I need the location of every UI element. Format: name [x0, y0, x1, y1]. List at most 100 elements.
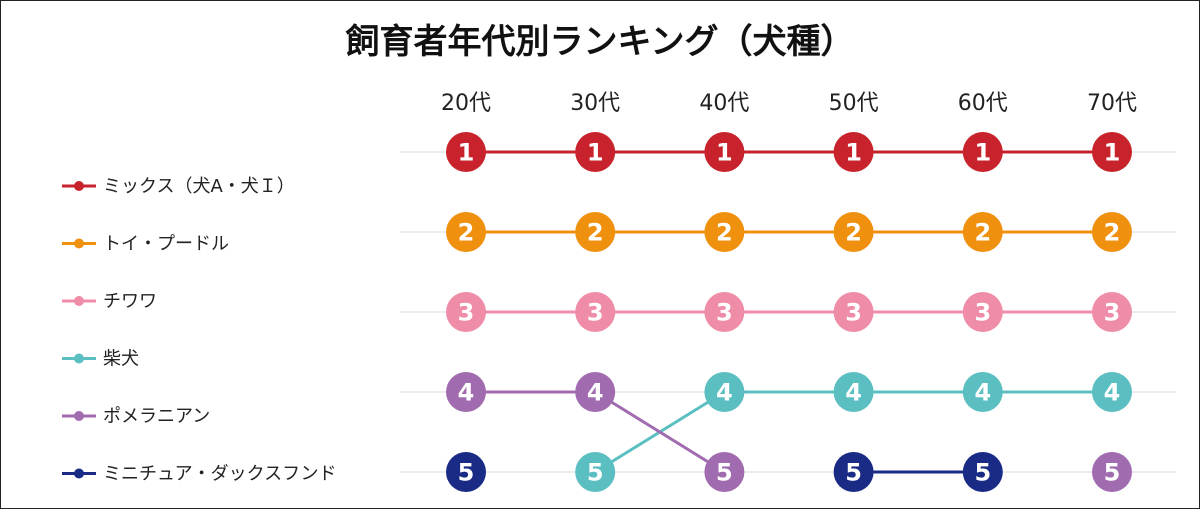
data-label: 5	[716, 459, 733, 487]
data-point-marker	[833, 452, 874, 492]
data-point: 1	[704, 132, 745, 172]
data-point: 4	[833, 372, 874, 412]
data-point: 2	[962, 212, 1003, 252]
data-point-marker	[1092, 212, 1132, 252]
legend-marker	[74, 411, 84, 421]
legend-label: 柴犬	[103, 349, 139, 370]
data-label: 1	[587, 139, 604, 167]
data-point: 3	[1092, 292, 1132, 332]
legend-label: ミニチュア・ダックスフンド	[103, 464, 336, 485]
legend-item: ポメラニアン	[62, 406, 210, 427]
data-point: 3	[962, 292, 1003, 332]
chart-title: 飼育者年代別ランキング（犬種）	[345, 22, 855, 62]
legend-marker	[74, 296, 84, 306]
data-point: 4	[575, 372, 616, 412]
data-point-marker	[704, 372, 745, 412]
data-point-marker	[575, 452, 616, 492]
x-tick-label: 50代	[829, 91, 879, 116]
data-point: 2	[446, 212, 486, 252]
data-point-marker	[704, 452, 745, 492]
data-label: 3	[845, 299, 862, 327]
data-point: 5	[575, 452, 616, 492]
legend-item: ミックス（犬A・犬Ｉ）	[62, 176, 295, 197]
data-point-marker	[575, 372, 616, 412]
data-point-marker	[962, 452, 1003, 492]
x-tick-label: 30代	[570, 91, 620, 116]
legend-label: チワワ	[103, 291, 157, 312]
legend-label: ミックス（犬A・犬Ｉ）	[103, 176, 295, 197]
data-point-marker	[1092, 452, 1132, 492]
legend-item: 柴犬	[62, 349, 139, 370]
data-point-marker	[833, 132, 874, 172]
data-point: 5	[1092, 452, 1132, 492]
data-label: 2	[845, 219, 862, 247]
data-label: 4	[974, 379, 991, 407]
data-point-marker	[704, 132, 745, 172]
data-label: 2	[1104, 219, 1121, 247]
series-line-segment	[594, 390, 726, 474]
data-point-marker	[833, 372, 874, 412]
data-label: 4	[716, 379, 733, 407]
data-point-marker	[962, 292, 1003, 332]
data-label: 4	[1104, 379, 1121, 407]
data-point-marker	[575, 212, 616, 252]
data-point-marker	[833, 212, 874, 252]
data-point: 3	[833, 292, 874, 332]
data-point: 4	[962, 372, 1003, 412]
data-point: 3	[446, 292, 486, 332]
data-label: 4	[587, 379, 604, 407]
data-point-marker	[962, 372, 1003, 412]
data-label: 5	[845, 459, 862, 487]
legend-marker	[74, 468, 84, 479]
data-label: 3	[974, 299, 991, 327]
x-tick-label: 20代	[441, 91, 491, 116]
data-label: 1	[974, 139, 991, 167]
data-point: 4	[1092, 372, 1132, 412]
x-tick-label: 60代	[958, 91, 1008, 116]
data-point-marker	[446, 132, 486, 172]
data-point: 5	[446, 452, 486, 492]
data-point-marker	[1092, 292, 1132, 332]
legend-marker	[74, 238, 84, 249]
data-point-marker	[1092, 132, 1132, 172]
data-label: 5	[458, 459, 475, 487]
data-label: 4	[458, 379, 475, 407]
legend-label: ポメラニアン	[103, 406, 210, 427]
data-label: 5	[1104, 459, 1121, 487]
data-label: 2	[458, 219, 475, 247]
legend-item: ミニチュア・ダックスフンド	[62, 464, 336, 485]
data-label: 2	[587, 219, 604, 247]
data-point: 2	[575, 212, 616, 252]
data-point: 2	[704, 212, 745, 252]
x-tick-label: 40代	[699, 91, 749, 116]
data-label: 3	[458, 299, 475, 327]
data-point: 1	[446, 132, 486, 172]
data-label: 1	[716, 139, 733, 167]
data-point-marker	[446, 292, 486, 332]
data-label: 3	[716, 299, 733, 327]
data-point: 1	[833, 132, 874, 172]
data-label: 3	[1104, 299, 1121, 327]
data-point: 5	[962, 452, 1003, 492]
data-label: 1	[845, 139, 862, 167]
legend-item: トイ・プードル	[62, 234, 229, 255]
data-point: 2	[833, 212, 874, 252]
data-point: 1	[1092, 132, 1132, 172]
data-point-marker	[446, 212, 486, 252]
data-point: 3	[704, 292, 745, 332]
data-point: 1	[575, 132, 616, 172]
data-point-marker	[446, 372, 486, 412]
data-label: 2	[974, 219, 991, 247]
data-label: 1	[458, 139, 475, 167]
data-label: 1	[1104, 139, 1121, 167]
data-point: 2	[1092, 212, 1132, 252]
data-point-marker	[446, 452, 486, 492]
x-tick-label: 70代	[1087, 91, 1137, 116]
data-label: 4	[845, 379, 862, 407]
legend-marker	[74, 353, 84, 364]
data-point-marker	[962, 212, 1003, 252]
data-label: 3	[587, 299, 604, 327]
legend-label: トイ・プードル	[103, 234, 229, 255]
